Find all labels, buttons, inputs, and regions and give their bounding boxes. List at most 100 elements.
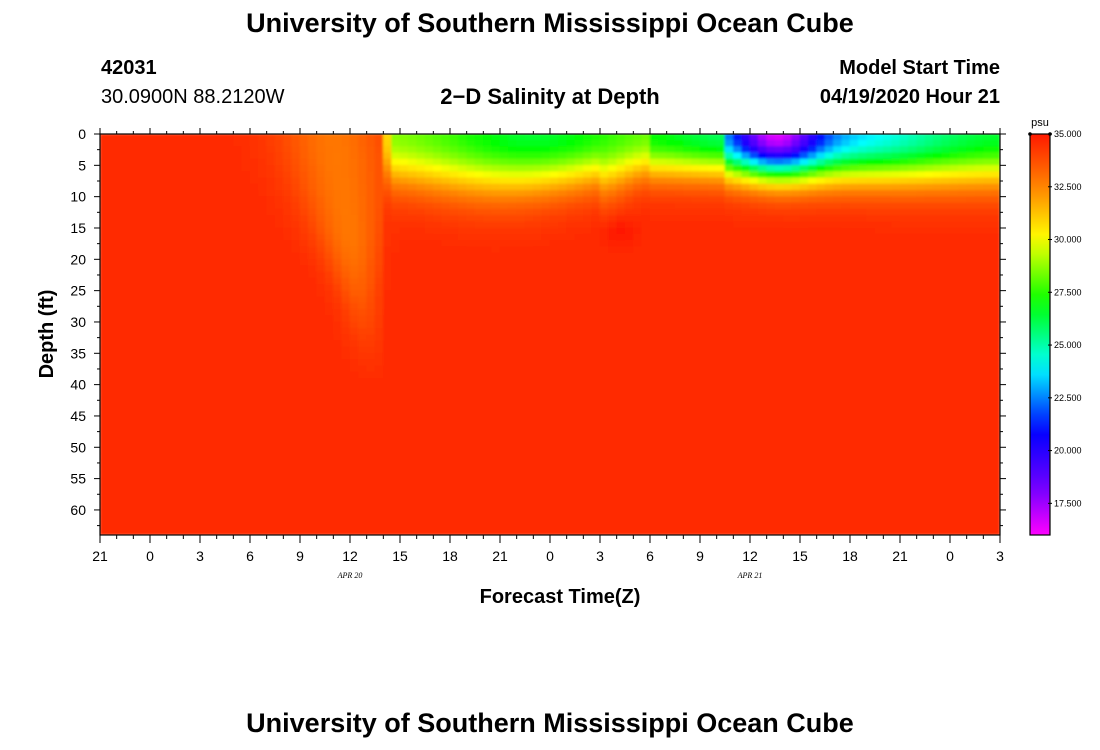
heatmap-cell: [641, 478, 651, 486]
heatmap-cell: [633, 484, 642, 492]
heatmap-cell: [708, 522, 717, 530]
heatmap-cell: [433, 390, 442, 398]
heatmap-cell: [424, 296, 434, 304]
heatmap-cell: [741, 233, 751, 241]
heatmap-cell: [233, 428, 242, 436]
heatmap-cell: [333, 146, 342, 154]
heatmap-cell: [641, 503, 651, 511]
heatmap-cell: [116, 139, 126, 147]
heatmap-cell: [633, 440, 642, 448]
heatmap-cell: [333, 378, 342, 385]
heatmap-cell: [199, 177, 209, 185]
heatmap-cell: [408, 227, 417, 235]
heatmap-cell: [274, 171, 284, 179]
heatmap-cell: [191, 415, 201, 423]
heatmap-cell: [641, 290, 651, 298]
heatmap-cell: [208, 309, 217, 317]
heatmap-cell: [266, 259, 276, 266]
heatmap-cell: [341, 296, 351, 304]
heatmap-cell: [591, 434, 601, 442]
heatmap-cell: [408, 497, 417, 504]
heatmap-cell: [433, 478, 442, 486]
heatmap-cell: [291, 428, 301, 436]
heatmap-cell: [399, 440, 409, 448]
heatmap-cell: [624, 490, 634, 498]
heatmap-cell: [474, 478, 484, 486]
heatmap-cell: [716, 440, 726, 448]
heatmap-cell: [516, 459, 526, 467]
heatmap-cell: [133, 522, 142, 530]
heatmap-cell: [666, 284, 676, 291]
heatmap-cell: [416, 515, 426, 523]
heatmap-cell: [666, 221, 676, 229]
heatmap-cell: [183, 346, 192, 354]
heatmap-cell: [474, 371, 484, 379]
heatmap-cell: [649, 371, 659, 379]
heatmap-cell: [566, 497, 576, 504]
heatmap-cell: [216, 359, 226, 367]
heatmap-cell: [541, 183, 551, 191]
heatmap-cell: [649, 271, 659, 279]
heatmap-cell: [549, 327, 559, 335]
heatmap-cell: [258, 171, 267, 179]
heatmap-cell: [374, 152, 384, 160]
heatmap-cell: [658, 446, 667, 454]
heatmap-cell: [708, 227, 717, 235]
heatmap-cell: [566, 509, 576, 517]
heatmap-cell: [583, 309, 592, 317]
heatmap-cell: [324, 327, 334, 335]
heatmap-cell: [149, 190, 159, 197]
heatmap-cell: [549, 421, 559, 429]
heatmap-cell: [108, 327, 117, 335]
heatmap-cell: [208, 177, 217, 185]
heatmap-cell: [441, 346, 451, 354]
heatmap-cell: [249, 196, 259, 204]
heatmap-cell: [183, 171, 192, 179]
heatmap-cell: [641, 215, 651, 223]
heatmap-cell: [141, 221, 151, 229]
heatmap-cell: [283, 315, 292, 323]
heatmap-cell: [608, 509, 617, 517]
heatmap-cell: [699, 240, 709, 248]
heatmap-cell: [558, 327, 567, 335]
heatmap-cell: [674, 296, 684, 304]
heatmap-cell: [116, 271, 126, 279]
heatmap-cell: [174, 465, 184, 473]
heatmap-cell: [349, 152, 359, 160]
heatmap-cell: [499, 359, 509, 367]
heatmap-cell: [374, 284, 384, 291]
heatmap-cell: [733, 152, 742, 160]
heatmap-cell: [208, 509, 217, 517]
heatmap-cell: [416, 290, 426, 298]
heatmap-cell: [449, 522, 459, 530]
heatmap-cell: [149, 202, 159, 210]
heatmap-cell: [683, 484, 692, 492]
heatmap-cell: [541, 409, 551, 417]
heatmap-cell: [141, 359, 151, 367]
heatmap-cell: [516, 522, 526, 530]
heatmap-cell: [599, 177, 609, 185]
heatmap-cell: [341, 522, 351, 530]
heatmap-cell: [449, 465, 459, 473]
heatmap-cell: [541, 415, 551, 423]
heatmap-cell: [674, 340, 684, 348]
heatmap-cell: [549, 478, 559, 486]
heatmap-cell: [533, 465, 542, 473]
heatmap-cell: [574, 177, 584, 185]
heatmap-cell: [274, 252, 284, 260]
heatmap-cell: [133, 158, 142, 166]
heatmap-cell: [624, 321, 634, 329]
heatmap-cell: [649, 227, 659, 235]
heatmap-cell: [258, 340, 267, 348]
heatmap-cell: [724, 302, 734, 310]
heatmap-cell: [158, 240, 167, 248]
heatmap-cell: [316, 421, 326, 429]
heatmap-cell: [341, 146, 351, 154]
heatmap-cell: [558, 509, 567, 517]
heatmap-cell: [574, 321, 584, 329]
heatmap-cell: [516, 227, 526, 235]
heatmap-cell: [699, 378, 709, 385]
heatmap-cell: [141, 233, 151, 241]
heatmap-cell: [591, 221, 601, 229]
heatmap-cell: [274, 371, 284, 379]
